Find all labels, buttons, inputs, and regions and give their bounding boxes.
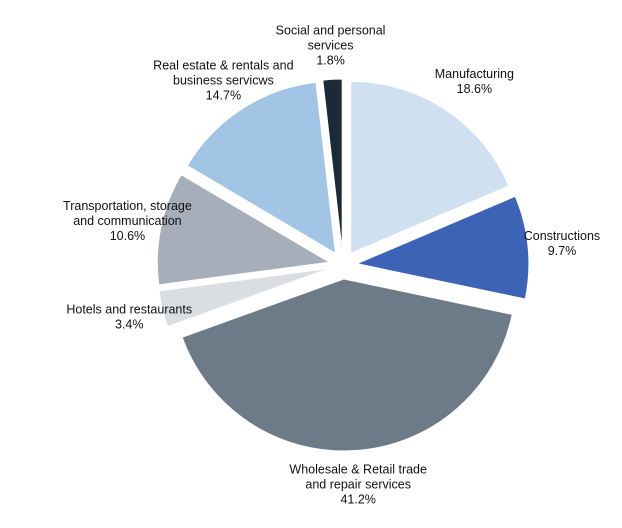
slice-value-label: 18.6% xyxy=(457,82,492,96)
pie-slice-1 xyxy=(350,80,510,255)
slice-label-6: Real estate & rentals and business servic… xyxy=(153,58,293,102)
slice-name-label: Social and personal xyxy=(276,23,386,37)
pie-slice-7 xyxy=(322,78,343,252)
slice-value-label: 41.2% xyxy=(340,492,375,506)
pie-slice-2 xyxy=(355,195,530,300)
pie-slice-4 xyxy=(158,267,330,328)
slice-name-label: Manufacturing xyxy=(435,67,514,81)
slice-name-label: Hotels and restaurants xyxy=(66,303,192,317)
slice-label-5: Transportation, storage and communication… xyxy=(63,199,192,243)
slice-name-label: Transportation, storage xyxy=(63,199,192,213)
slice-name-label: Wholesale & Retail trade xyxy=(289,462,427,476)
slice-name-label: Real estate & rentals and xyxy=(153,58,293,72)
slice-value-label: 14.7% xyxy=(206,88,241,102)
slice-label-7: Social and personal services 1.8% xyxy=(276,23,386,67)
slice-name-label: services xyxy=(308,38,354,52)
slice-label-4: Hotels and restaurants 3.4% xyxy=(66,303,192,332)
slice-value-label: 10.6% xyxy=(110,229,145,243)
slice-label-1: Manufacturing 18.6% xyxy=(435,67,514,96)
slice-name-label: business servicws xyxy=(173,73,274,87)
pie-slice-6 xyxy=(186,81,336,255)
pie-labels: Manufacturing 18.6% Constructions 9.7% Whole… xyxy=(63,23,600,506)
slice-value-label: 3.4% xyxy=(115,318,144,332)
pie-slice-5 xyxy=(156,173,331,286)
slice-label-2: Constructions 9.7% xyxy=(524,229,600,258)
slice-name-label: and communication xyxy=(73,214,181,228)
slice-name-label: Constructions xyxy=(524,229,600,243)
pie-slice-3 xyxy=(181,278,513,452)
slice-name-label: and repair services xyxy=(305,477,411,491)
slice-label-3: Wholesale & Retail trade and repair servi… xyxy=(289,462,427,506)
slice-value-label: 1.8% xyxy=(316,53,345,67)
slice-value-label: 9.7% xyxy=(548,244,577,258)
pie-slices xyxy=(156,78,530,452)
